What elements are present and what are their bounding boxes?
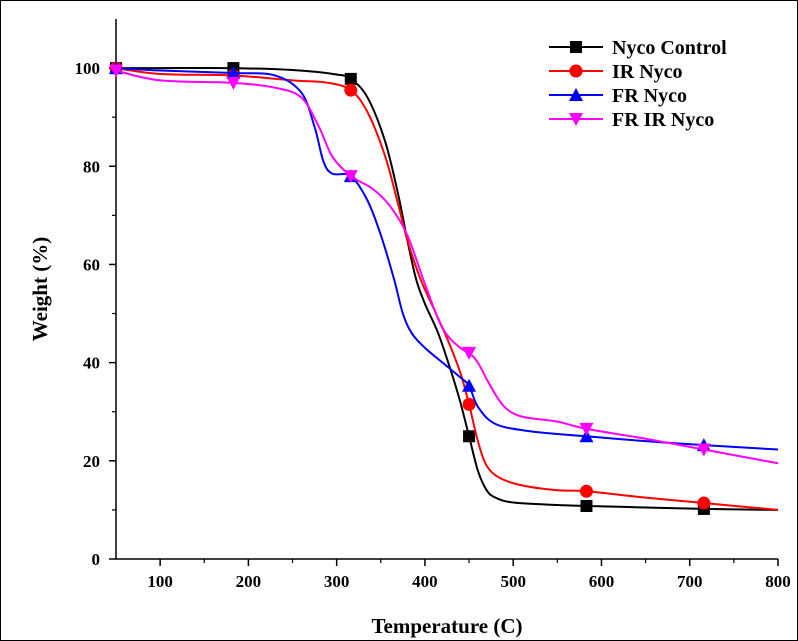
x-tick-label: 100 [147,572,173,591]
y-tick-label: 20 [83,452,100,471]
data-point-marker [343,170,358,184]
data-point-marker [462,378,477,392]
x-tick-label: 600 [589,572,615,591]
x-tick-label: 700 [677,572,703,591]
series-line [115,66,779,511]
x-tick-label: 800 [765,572,791,591]
data-point-marker [344,72,357,85]
series-line [115,69,779,465]
series-layer [109,61,779,515]
legend-marker [569,88,583,101]
data-point-marker [462,346,477,360]
y-axis-title: Weight (%) [28,237,52,341]
data-point-marker [697,496,711,510]
data-point-marker [109,64,123,78]
plot-area: 100 200 300 400 500 600 700 800 0 20 40 60 80 100 [75,19,791,591]
y-tick-label: 0 [92,550,101,569]
data-point-marker [344,83,358,97]
legend-label: FR IR Nyco [612,109,714,131]
data-point-marker [696,443,711,457]
legend-label: FR Nyco [612,85,687,107]
y-tick-label: 100 [75,59,101,78]
legend-entry: FR Nyco [549,85,687,107]
data-point-marker [462,397,476,411]
legend-label: IR Nyco [612,61,683,83]
data-point-marker [226,76,241,90]
x-tick-label: 200 [236,572,262,591]
legend-entry: IR Nyco [549,61,683,83]
x-tick-label: 300 [324,572,350,591]
x-axis-title: Temperature (C) [371,614,522,638]
data-point-marker [463,430,476,443]
data-point-marker [579,484,593,498]
series-line [115,67,779,451]
legend-marker [570,41,582,53]
axis-ticks: 100 200 300 400 500 600 700 800 0 20 40 60 80 100 [75,59,791,591]
data-point-marker [580,499,593,512]
x-tick-label: 400 [412,572,438,591]
legend-entry: FR IR Nyco [549,109,714,131]
data-point-marker [226,66,241,79]
x-tick-label: 500 [500,572,526,591]
series-fr-ir-nyco [109,64,779,465]
y-tick-label: 60 [83,255,100,274]
y-tick-label: 40 [83,354,100,373]
legend-entry: Nyco Control [549,37,727,59]
y-tick-label: 80 [83,157,100,176]
data-point-marker [579,422,594,436]
legend-marker [569,64,583,78]
legend-marker [569,113,583,126]
legend-label: Nyco Control [612,37,727,59]
